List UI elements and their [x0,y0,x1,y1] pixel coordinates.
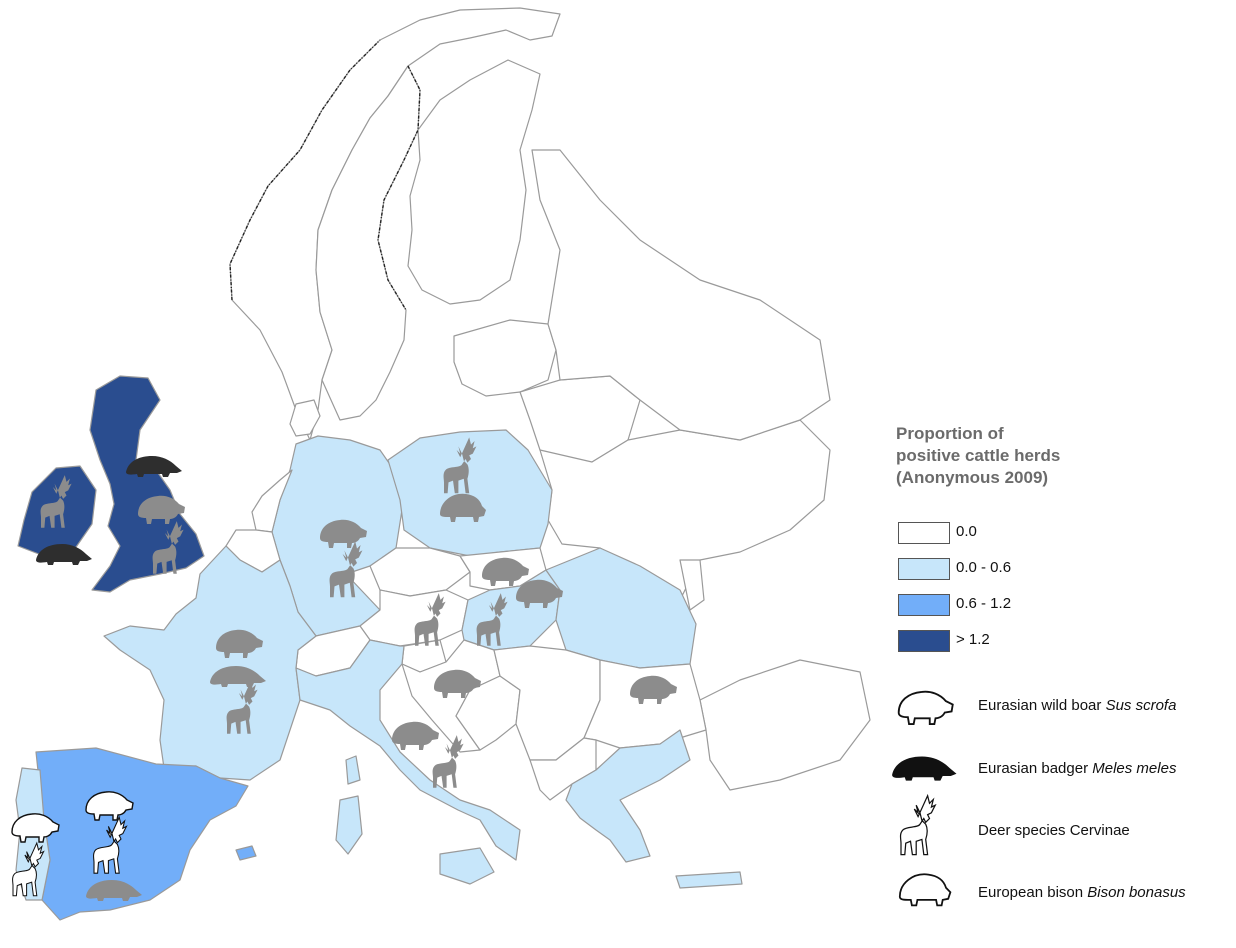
legend-scale-item: 0.6 - 1.2 [898,594,1158,616]
legend-scale-label: > 1.2 [956,631,990,648]
legend-title-line: Proportion of [896,424,1004,443]
denmark [289,399,321,437]
czechia [369,547,471,597]
legend-title-line: positive cattle herds [896,446,1061,465]
corsica [345,755,361,785]
crete [675,871,743,889]
species-latin-name: Cervinae [1069,822,1130,839]
sweden-coastline [377,65,421,311]
legend-scale-label: 0.6 - 1.2 [956,595,1012,612]
legend-scale-item: 0.0 - 0.6 [898,558,1158,580]
moldova [679,559,705,611]
ukraine [539,419,831,601]
baltic-states [453,319,557,397]
legend-species-bison: European bison Bison bonasus [978,884,1186,901]
france [103,545,317,781]
legend-swatch [898,594,950,616]
poland [387,429,553,557]
badger-icon [892,756,957,781]
greece [565,729,691,863]
italy [295,639,521,861]
norway-coastline [229,39,381,301]
turkey-west [699,659,871,791]
deer-icon [432,735,464,788]
legend-swatch [898,558,950,580]
legend-scale-label: 0.0 [956,523,977,540]
balearic-islands [235,845,257,861]
species-latin-name: Meles meles [1092,760,1177,777]
deer-icon [899,795,936,856]
species-common-name: European bison [978,884,1084,901]
netherlands [251,469,293,533]
legend-species-deer: Deer species Cervinae [978,822,1130,839]
legend-title: Proportion of positive cattle herds (Ano… [896,423,1156,489]
legend-scale-label: 0.0 - 0.6 [956,559,1012,576]
boar-icon [897,690,954,726]
legend-title-line: (Anonymous 2009) [896,468,1049,487]
legend-scale-item: > 1.2 [898,630,1158,652]
legend-swatch [898,522,950,544]
sardinia [335,795,363,855]
legend-species-badger: Eurasian badger Meles meles [978,760,1176,777]
species-latin-name: Bison bonasus [1087,884,1186,901]
austria [359,589,469,647]
legend-swatch [898,630,950,652]
species-common-name: Deer species [978,822,1066,839]
species-common-name: Eurasian wild boar [978,697,1102,714]
species-latin-name: Sus scrofa [1105,697,1177,714]
bison-icon [898,873,952,907]
boar-icon [392,721,439,750]
russia-west [531,149,831,441]
bulgaria [583,659,707,749]
species-common-name: Eurasian badger [978,760,1089,777]
finland [407,59,541,305]
legend-species-boar: Eurasian wild boar Sus scrofa [978,697,1176,714]
great-britain [89,375,205,593]
legend-scale-item: 0.0 [898,522,1158,544]
sicily [439,847,495,885]
